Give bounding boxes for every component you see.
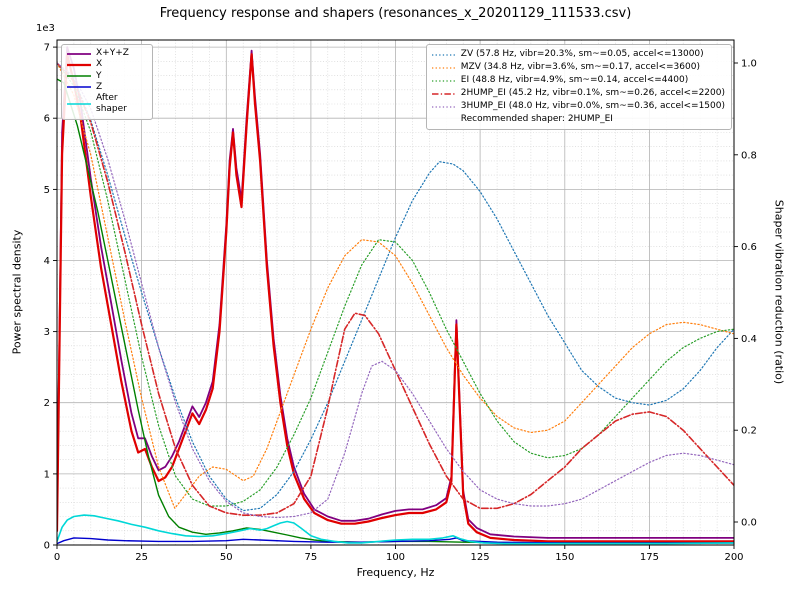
series-shaper-2hump-ei xyxy=(57,62,734,516)
y-tick-label-left: 1 xyxy=(44,469,50,480)
legend-label: X xyxy=(96,59,103,70)
legend-label: X+Y+Z xyxy=(96,48,129,58)
x-tick-label: 0 xyxy=(54,552,60,563)
legend-item-shaper-2hump-ei: 2HUMP_EI (45.2 Hz, vibr=0.1%, sm~=0.26, … xyxy=(431,87,725,100)
legend-label: After shaper xyxy=(96,93,127,115)
legend-item-psd-z: Z xyxy=(66,82,146,93)
legend-line-sample xyxy=(431,66,456,69)
legend-label: 2HUMP_EI (45.2 Hz, vibr=0.1%, sm~=0.26, … xyxy=(460,88,725,99)
legend-shapers: ZV (57.8 Hz, vibr=20.3%, sm~=0.05, accel… xyxy=(425,44,732,131)
x-tick-label: 150 xyxy=(555,552,574,563)
legend-psd: X+Y+Z X Y Z After shaper xyxy=(61,44,153,120)
recommended-shaper-note: Recommended shaper: 2HUMP_EI xyxy=(460,114,613,125)
y-tick-label-left: 4 xyxy=(44,256,50,267)
legend-line-sample xyxy=(67,75,91,77)
y-tick-label-left: 2 xyxy=(44,398,50,409)
x-tick-label: 100 xyxy=(386,552,405,563)
legend-line-sample xyxy=(67,103,91,106)
y-axis-label-right: Shaper vibration reduction (ratio) xyxy=(772,199,786,385)
x-axis-label: Frequency, Hz xyxy=(356,566,435,579)
series-shaper-3hump-ei xyxy=(57,62,734,519)
y-tick-label-right: 0.8 xyxy=(741,150,757,161)
legend-line-sample xyxy=(431,92,456,95)
legend-item-psd-x: X xyxy=(66,59,146,70)
y-tick-label-right: 0.0 xyxy=(741,518,757,529)
series-shaper-ei xyxy=(57,62,734,507)
y-axis-offset-text: 1e3 xyxy=(36,23,55,34)
legend-line-sample xyxy=(431,80,456,82)
x-tick-label: 175 xyxy=(640,552,659,563)
y-tick-label-right: 0.6 xyxy=(741,242,757,253)
legend-item-shaper-mzv: MZV (34.8 Hz, vibr=3.6%, sm~=0.17, accel… xyxy=(431,61,725,74)
legend-line-sample xyxy=(67,86,91,89)
legend-label: Y xyxy=(96,70,102,81)
legend-item-psd-after-shaper: After shaper xyxy=(66,93,146,116)
legend-item-shaper-ei: EI (48.8 Hz, vibr=4.9%, sm~=0.14, accel<… xyxy=(431,74,725,87)
y-tick-label-left: 3 xyxy=(44,327,50,338)
series-shaper-zv xyxy=(57,62,734,512)
legend-item-shaper-3hump-ei: 3HUMP_EI (48.0 Hz, vibr=0.0%, sm~=0.36, … xyxy=(431,100,725,113)
x-tick-label: 75 xyxy=(305,552,318,563)
legend-item-shaper-zv: ZV (57.8 Hz, vibr=20.3%, sm~=0.05, accel… xyxy=(431,48,725,61)
y-tick-label-right: 1.0 xyxy=(741,59,757,70)
legend-line-sample xyxy=(431,106,456,108)
legend-line-sample xyxy=(67,63,91,66)
series-shaper-mzv xyxy=(57,62,734,509)
y-tick-label-left: 0 xyxy=(44,541,50,552)
x-tick-label: 125 xyxy=(471,552,490,563)
legend-label: ZV (57.8 Hz, vibr=20.3%, sm~=0.05, accel… xyxy=(460,49,704,59)
legend-item-psd-y: Y xyxy=(66,71,146,82)
y-tick-label-left: 7 xyxy=(44,43,50,54)
y-tick-label-right: 0.4 xyxy=(741,334,757,345)
series-psd-after-shaper xyxy=(57,514,734,545)
x-tick-label: 50 xyxy=(220,552,233,563)
legend-line-sample xyxy=(67,52,91,55)
y-tick-label-left: 6 xyxy=(44,114,50,125)
legend-label: EI (48.8 Hz, vibr=4.9%, sm~=0.14, accel<… xyxy=(460,75,689,86)
legend-label: Z xyxy=(96,81,103,92)
legend-line-sample xyxy=(431,53,456,56)
y-axis-label-left: Power spectral density xyxy=(10,229,24,355)
legend-label: 3HUMP_EI (48.0 Hz, vibr=0.0%, sm~=0.36, … xyxy=(460,101,725,112)
chart-title: Frequency response and shapers (resonanc… xyxy=(159,6,632,21)
y-tick-label-right: 0.2 xyxy=(741,426,757,437)
legend-item-psd-xyz: X+Y+Z xyxy=(66,48,146,59)
x-tick-label: 25 xyxy=(135,552,148,563)
y-tick-label-left: 5 xyxy=(44,185,50,196)
legend-label: MZV (34.8 Hz, vibr=3.6%, sm~=0.17, accel… xyxy=(460,62,700,73)
series-psd-x xyxy=(57,53,734,543)
x-tick-label: 200 xyxy=(724,552,743,563)
